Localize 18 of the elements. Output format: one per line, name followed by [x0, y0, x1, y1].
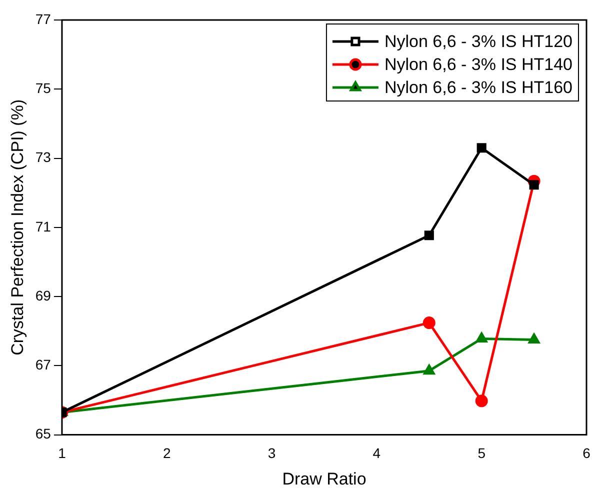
y-tick-label: 71	[35, 218, 52, 234]
x-tick-label: 2	[162, 445, 171, 462]
y-axis-title: Crystal Perfection Index (CPI) (%)	[8, 99, 27, 356]
y-tick-label: 67	[35, 356, 52, 373]
y-tick-label: 75	[35, 80, 52, 96]
x-tick-label: 6	[582, 445, 591, 462]
y-tick-label: 69	[35, 287, 52, 304]
y-tick-label: 73	[35, 149, 52, 166]
legend-label: Nylon 6,6 - 3% IS HT160	[384, 78, 572, 98]
legend-label: Nylon 6,6 - 3% IS HT120	[384, 32, 572, 52]
x-tick-label: 5	[478, 445, 486, 462]
y-tick-label: 77	[35, 10, 52, 27]
x-tick-label: 1	[58, 445, 66, 462]
x-axis-title: Draw Ratio	[282, 469, 366, 488]
y-tick-label: 65	[35, 426, 52, 442]
x-tick-label: 3	[268, 445, 276, 462]
legend-label: Nylon 6,6 - 3% IS HT140	[384, 55, 572, 74]
x-tick-label: 4	[372, 445, 381, 462]
